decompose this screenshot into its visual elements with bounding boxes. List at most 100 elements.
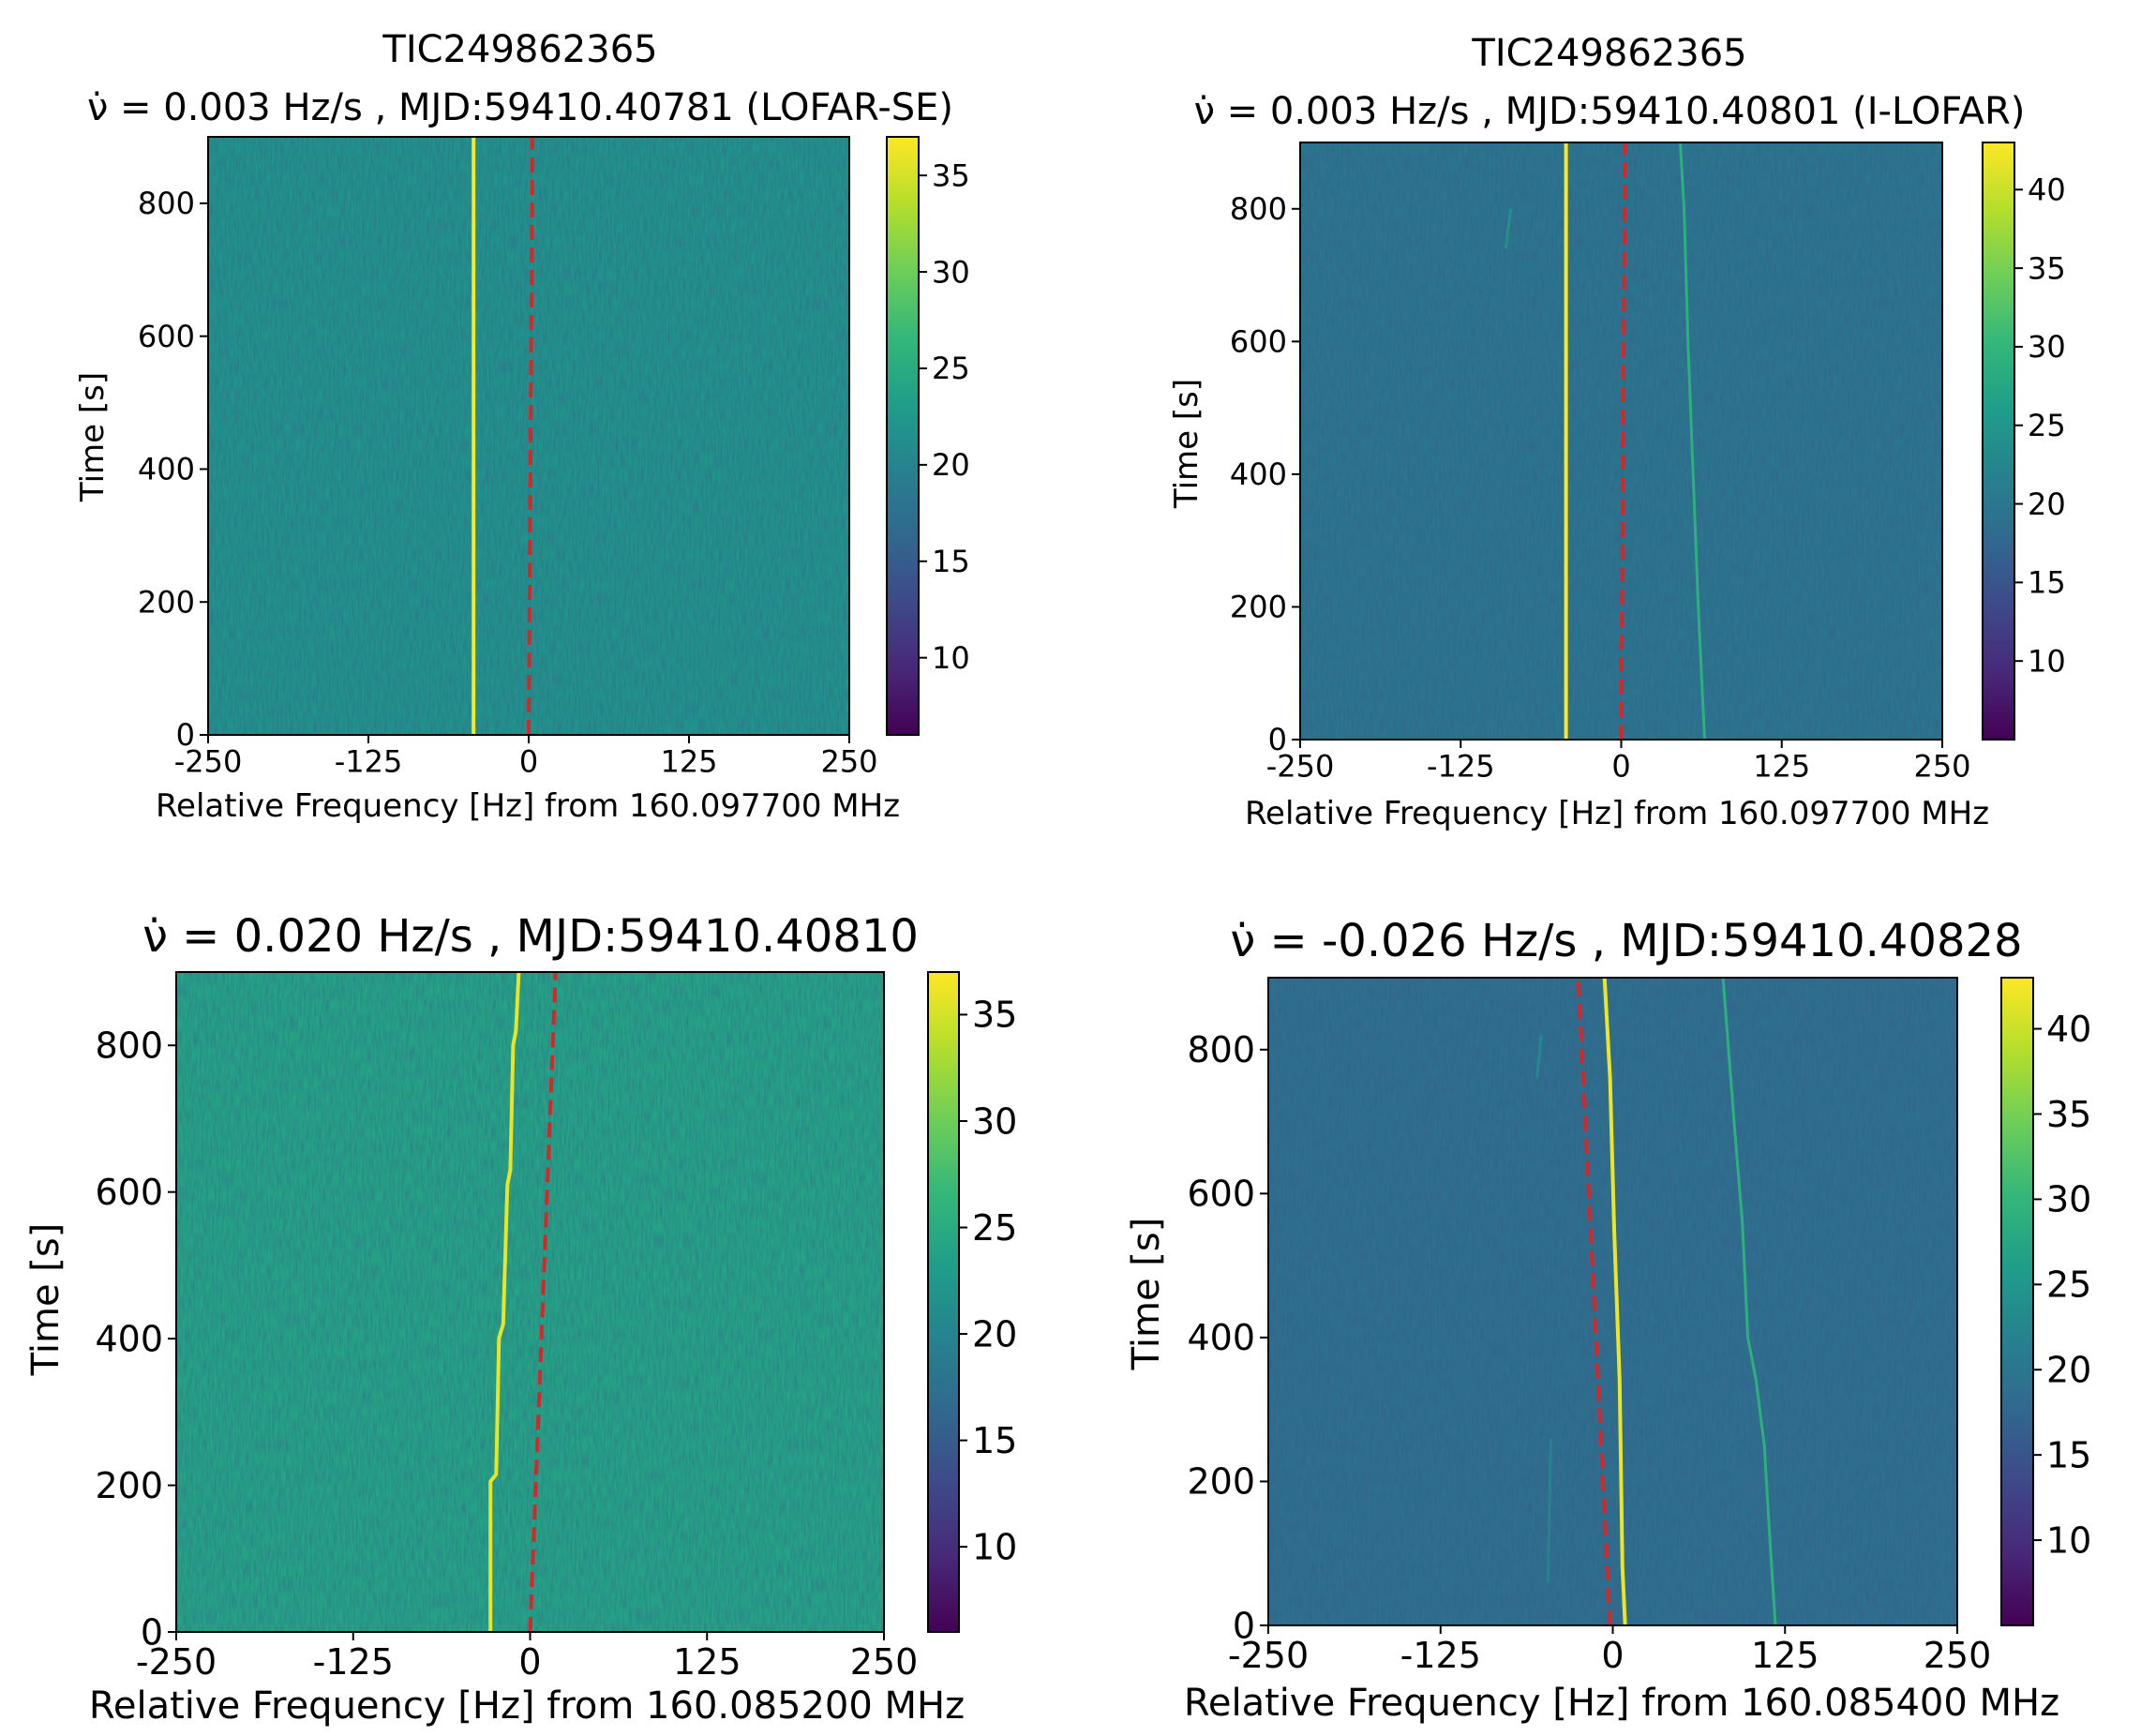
- panel-lofar-se: TIC249862365 ν̇ = 0.003 Hz/s , MJD:59410…: [74, 28, 970, 825]
- x-tick-label: 250: [850, 1641, 919, 1683]
- y-axis-label: Time [s]: [1125, 1218, 1168, 1371]
- signal-track: [1679, 142, 1706, 740]
- colorbar-tick-label: 15: [972, 1420, 1017, 1461]
- y-tick-label: 600: [138, 319, 195, 354]
- y-tick-label: 800: [138, 186, 195, 221]
- x-tick-label: -125: [335, 743, 403, 779]
- y-tick-label: 200: [138, 584, 195, 620]
- colorbar-tick-label: 10: [972, 1526, 1017, 1567]
- y-tick-label: 400: [1230, 456, 1287, 492]
- x-tick-label: 0: [1601, 1635, 1624, 1676]
- colorbar-tick-label: 10: [2046, 1519, 2091, 1561]
- x-tick-label: -250: [136, 1641, 217, 1683]
- y-axis-label: Time [s]: [1168, 379, 1205, 509]
- y-tick-label: 200: [1187, 1461, 1255, 1503]
- colorbar: [1982, 142, 2015, 741]
- colorbar-tick-label: 30: [2028, 329, 2066, 365]
- y-tick-label: 800: [1187, 1029, 1255, 1070]
- colorbar-tick-label: 15: [2028, 565, 2066, 601]
- x-axis-label: Relative Frequency [Hz] from 160.097700 …: [1245, 795, 1989, 832]
- y-tick-label: 600: [1187, 1174, 1255, 1215]
- colorbar-tick-label: 30: [932, 254, 970, 290]
- colorbar-tick-label: 25: [2046, 1265, 2091, 1306]
- signal-track: [1504, 208, 1513, 249]
- colorbar-tick-label: 10: [2028, 643, 2066, 679]
- heatmap-noise: [208, 137, 849, 735]
- colorbar-tick-label: 35: [2028, 250, 2066, 286]
- signal-track: [488, 972, 521, 1632]
- colorbar-tick-label: 15: [2046, 1434, 2091, 1475]
- heatmap-plot: -250 -125 0 125 250 0 200 400 600 800 10 15 20 25 30 35…: [1187, 977, 2091, 1676]
- y-tick-label: 400: [138, 452, 195, 487]
- heatmap-plot: -250 -125 0 125 250 0 200 400 600 800 10 15 20 25 30 35: [138, 136, 970, 779]
- panel-subtitle: ν̇ = 0.003 Hz/s , MJD:59410.40801 (I-LOF…: [1194, 90, 2026, 133]
- x-axis-label: Relative Frequency [Hz] from 160.085400 …: [1184, 1682, 2059, 1725]
- y-tick-label: 0: [176, 717, 195, 753]
- panel-subtitle: ν̇ = -0.026 Hz/s , MJD:59410.40828: [1230, 915, 2022, 967]
- signal-track: [1546, 1438, 1552, 1582]
- x-tick-label: 125: [1751, 1635, 1819, 1676]
- drift-rate-line: [1619, 142, 1627, 740]
- x-tick-label: -125: [313, 1641, 394, 1683]
- drift-rate-line: [527, 137, 535, 735]
- colorbar-tick-label: 10: [932, 640, 970, 676]
- colorbar-tick-label: 40: [2028, 172, 2066, 207]
- y-tick-label: 600: [1230, 324, 1287, 360]
- colorbar-tick-label: 25: [2028, 408, 2066, 443]
- signal-track: [1535, 1035, 1543, 1079]
- colorbar-tick-label: 35: [2046, 1094, 2091, 1135]
- colorbar-tick-label: 15: [932, 544, 970, 579]
- signal-track: [1602, 978, 1627, 1625]
- colorbar-tick-label: 35: [972, 995, 1017, 1036]
- x-tick-label: -125: [1400, 1635, 1481, 1676]
- y-tick-label: 200: [1230, 590, 1287, 625]
- drift-rate-line: [528, 972, 558, 1632]
- y-tick-label: 200: [95, 1465, 163, 1506]
- signal-track: [1721, 978, 1777, 1625]
- colorbar-tick-label: 20: [932, 447, 970, 483]
- x-tick-label: 125: [660, 743, 717, 779]
- x-tick-label: 125: [1753, 748, 1810, 784]
- x-tick-label: 0: [1611, 748, 1630, 784]
- panel-title: TIC249862365: [1471, 32, 1746, 75]
- colorbar: [2000, 977, 2034, 1626]
- heatmap-noise: [1268, 978, 1957, 1625]
- y-tick-label: 800: [95, 1025, 163, 1067]
- x-tick-label: -250: [174, 743, 243, 779]
- colorbar-tick-label: 25: [972, 1207, 1017, 1249]
- y-axis-label: Time [s]: [24, 1223, 67, 1377]
- colorbar-tick-label: 40: [2046, 1009, 2091, 1050]
- x-tick-label: -250: [1228, 1635, 1309, 1676]
- heatmap-plot: -250 -125 0 125 250 0 200 400 600 800 10 15 20 25 30 35: [95, 971, 1017, 1683]
- colorbar-tick-label: 25: [932, 351, 970, 386]
- x-tick-label: 0: [519, 743, 538, 779]
- heatmap-plot: -250 -125 0 125 250 0 200 400 600 800 10 15 20 25 30 35…: [1230, 142, 2066, 784]
- colorbar-tick-label: 20: [972, 1313, 1017, 1354]
- y-tick-label: 400: [1187, 1317, 1255, 1358]
- colorbar-tick-label: 35: [932, 157, 970, 193]
- x-tick-label: -125: [1427, 748, 1495, 784]
- drift-rate-line: [1576, 978, 1612, 1625]
- heatmap-noise: [176, 972, 884, 1632]
- y-tick-label: 800: [1230, 191, 1287, 227]
- panel-subtitle: ν̇ = 0.020 Hz/s , MJD:59410.40810: [142, 910, 919, 963]
- x-axis-label: Relative Frequency [Hz] from 160.085200 …: [89, 1684, 965, 1728]
- colorbar-tick-label: 20: [2028, 486, 2066, 522]
- colorbar-tick-label: 20: [2046, 1350, 2091, 1391]
- panel-lower-left: ν̇ = 0.020 Hz/s , MJD:59410.40810 -250 -1…: [24, 910, 1017, 1728]
- y-tick-label: 600: [95, 1172, 163, 1213]
- panel-lower-right: ν̇ = -0.026 Hz/s , MJD:59410.40828 -250 -…: [1125, 915, 2091, 1725]
- colorbar-tick-label: 30: [972, 1100, 1017, 1142]
- y-axis-label: Time [s]: [74, 372, 112, 502]
- x-tick-label: 125: [673, 1641, 741, 1683]
- colorbar: [927, 971, 960, 1633]
- x-tick-label: -250: [1266, 748, 1335, 784]
- x-tick-label: 250: [1924, 1635, 1992, 1676]
- panel-subtitle: ν̇ = 0.003 Hz/s , MJD:59410.40781 (LOFAR…: [87, 86, 953, 129]
- y-tick-label: 400: [95, 1318, 163, 1359]
- colorbar: [886, 136, 920, 736]
- x-tick-label: 250: [1913, 748, 1970, 784]
- heatmap-noise: [1300, 142, 1942, 740]
- x-axis-label: Relative Frequency [Hz] from 160.097700 …: [156, 787, 900, 825]
- panel-title: TIC249862365: [382, 28, 657, 71]
